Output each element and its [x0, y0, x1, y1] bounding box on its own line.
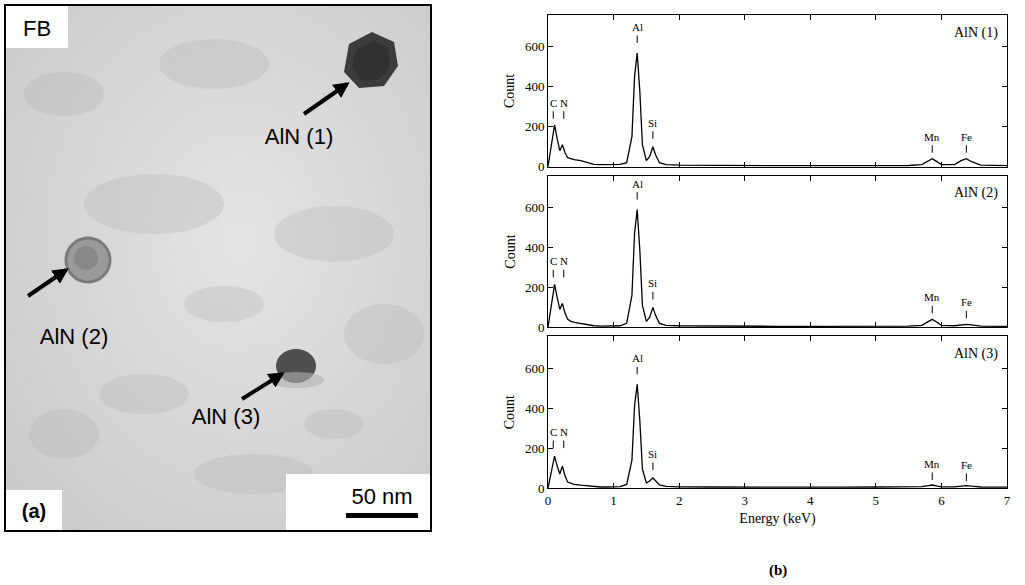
svg-text:N: N — [560, 255, 568, 267]
svg-text:Al: Al — [632, 178, 643, 190]
svg-text:0: 0 — [538, 481, 545, 496]
svg-text:600: 600 — [525, 39, 545, 54]
svg-text:Al: Al — [632, 21, 643, 33]
svg-text:Count: Count — [503, 74, 518, 108]
svg-text:Count: Count — [503, 395, 518, 429]
svg-text:3: 3 — [741, 493, 748, 508]
svg-text:200: 200 — [525, 119, 545, 134]
svg-text:6: 6 — [938, 493, 945, 508]
svg-text:0: 0 — [538, 320, 545, 335]
svg-text:Energy (keV): Energy (keV) — [739, 511, 816, 527]
svg-text:AlN (1): AlN (1) — [954, 25, 998, 41]
svg-text:5: 5 — [873, 493, 880, 508]
svg-text:Mn: Mn — [924, 458, 940, 470]
svg-text:C: C — [550, 97, 557, 109]
svg-text:AlN (1): AlN (1) — [265, 124, 333, 149]
svg-text:(a): (a) — [22, 500, 46, 522]
svg-text:(b): (b) — [769, 562, 787, 579]
svg-text:400: 400 — [525, 240, 545, 255]
svg-text:7: 7 — [1004, 493, 1011, 508]
svg-text:N: N — [560, 97, 568, 109]
svg-text:600: 600 — [525, 200, 545, 215]
svg-text:AlN (2): AlN (2) — [40, 324, 108, 349]
svg-text:AlN (2): AlN (2) — [954, 185, 998, 201]
svg-text:2: 2 — [676, 493, 683, 508]
svg-text:4: 4 — [807, 493, 814, 508]
svg-text:Fe: Fe — [961, 131, 972, 143]
svg-text:Fe: Fe — [961, 459, 972, 471]
svg-text:200: 200 — [525, 280, 545, 295]
svg-text:600: 600 — [525, 361, 545, 376]
svg-text:400: 400 — [525, 79, 545, 94]
svg-text:N: N — [560, 426, 568, 438]
svg-text:1: 1 — [610, 493, 617, 508]
svg-text:0: 0 — [538, 159, 545, 174]
svg-text:Si: Si — [648, 448, 657, 460]
svg-text:FB: FB — [23, 16, 51, 41]
svg-text:400: 400 — [525, 401, 545, 416]
svg-text:200: 200 — [525, 441, 545, 456]
svg-text:AlN (3): AlN (3) — [954, 346, 998, 362]
svg-text:C: C — [550, 426, 557, 438]
svg-text:Mn: Mn — [924, 131, 940, 143]
svg-text:Si: Si — [648, 277, 657, 289]
svg-text:0: 0 — [545, 493, 552, 508]
svg-text:Al: Al — [632, 352, 643, 364]
svg-text:C: C — [550, 255, 557, 267]
svg-text:Count: Count — [503, 234, 518, 268]
svg-text:Si: Si — [648, 117, 657, 129]
svg-text:Fe: Fe — [961, 296, 972, 308]
svg-text:Mn: Mn — [924, 291, 940, 303]
svg-text:AlN (3): AlN (3) — [192, 404, 260, 429]
svg-text:50 nm: 50 nm — [351, 484, 412, 509]
